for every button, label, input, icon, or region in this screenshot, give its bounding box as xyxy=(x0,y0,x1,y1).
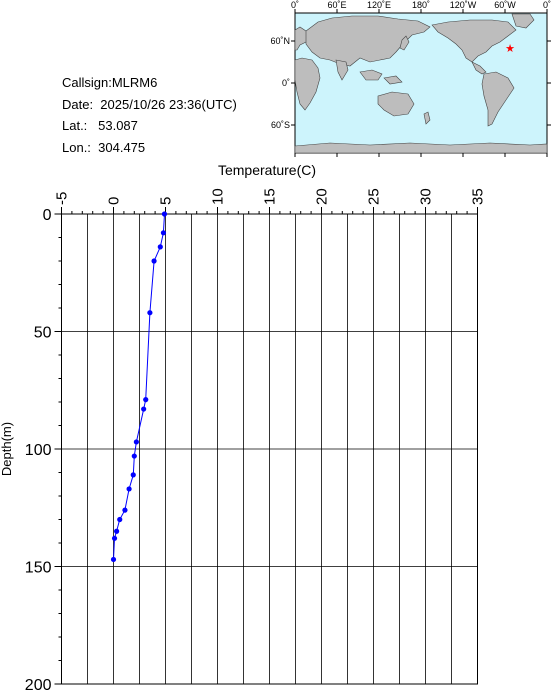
data-point xyxy=(161,211,168,217)
map-lon-label: 180˚ xyxy=(412,0,430,10)
x-tick-label: 10 xyxy=(210,188,227,205)
x-tick-label: 25 xyxy=(366,188,383,205)
map-lat-label: 60˚S xyxy=(271,120,290,130)
data-point xyxy=(130,472,136,478)
map-lat-label: 60˚N xyxy=(270,36,290,46)
map-lon-label: 0˚ xyxy=(291,0,299,10)
data-point xyxy=(114,528,120,534)
plot-ticks xyxy=(54,207,478,685)
data-point xyxy=(160,230,167,236)
x-tick-label: 0 xyxy=(106,197,123,205)
x-tick-labels: -5 0 5 10 15 20 25 30 35 xyxy=(54,188,487,205)
y-tick-label: 200 xyxy=(25,677,52,690)
y-tick-labels: 0 50 100 150 200 xyxy=(25,207,52,690)
map-lon-labels: 0˚ 60˚E 120˚E 180˚ 120˚W 60˚W 0˚ xyxy=(291,0,551,10)
y-tick-label: 150 xyxy=(25,560,52,577)
map-lon-label: 60˚E xyxy=(327,0,346,10)
data-point xyxy=(131,453,137,459)
date-text: Date: 2025/10/26 23:36(UTC) xyxy=(62,96,237,112)
y-axis-label: Depth(m) xyxy=(0,422,14,476)
callsign-text: Callsign:MLRM6 xyxy=(62,75,158,90)
map-lon-label: 120˚W xyxy=(450,0,477,10)
series-layer xyxy=(110,211,168,563)
data-point xyxy=(147,310,153,316)
y-tick-label: 100 xyxy=(25,442,52,459)
plot-grid xyxy=(61,214,478,684)
lat-text: Lat.: 53.087 xyxy=(62,118,138,133)
x-axis-label: Temperature(C) xyxy=(218,162,316,178)
y-tick-label: 50 xyxy=(34,325,52,342)
y-tick-label: 0 xyxy=(43,207,52,224)
data-point xyxy=(141,406,147,412)
map-lat-label: 0˚ xyxy=(282,78,290,88)
station-info: Callsign:MLRM6 Date: 2025/10/26 23:36(UT… xyxy=(62,72,237,158)
series-line xyxy=(113,213,165,560)
map-lat-labels: 60˚N 0˚ 60˚S xyxy=(270,36,290,130)
x-tick-label: 35 xyxy=(470,188,487,205)
x-tick-label: 30 xyxy=(418,188,435,205)
data-point xyxy=(157,244,163,250)
data-point xyxy=(117,516,123,523)
star-icon: ★ xyxy=(505,43,515,55)
map-lon-label: 120˚E xyxy=(367,0,391,10)
map-lon-label: 60˚W xyxy=(494,0,516,10)
data-point xyxy=(126,486,132,492)
map-lon-label: 0˚ xyxy=(543,0,551,10)
data-point xyxy=(143,397,149,403)
map-graticule xyxy=(291,9,551,157)
data-point xyxy=(110,556,117,563)
data-point xyxy=(151,258,157,264)
lon-text: Lon.: 304.475 xyxy=(62,139,146,155)
x-tick-label: 5 xyxy=(158,197,175,205)
data-point xyxy=(122,507,128,513)
x-tick-label: -5 xyxy=(54,192,71,205)
world-map: 0˚ 60˚E 120˚E 180˚ 120˚W 60˚W 0˚ 60˚N 0˚ 60˚S ★ xyxy=(270,0,551,157)
data-point xyxy=(111,535,118,541)
x-tick-label: 15 xyxy=(262,188,279,205)
x-tick-label: 20 xyxy=(314,188,331,205)
data-point xyxy=(133,439,139,445)
